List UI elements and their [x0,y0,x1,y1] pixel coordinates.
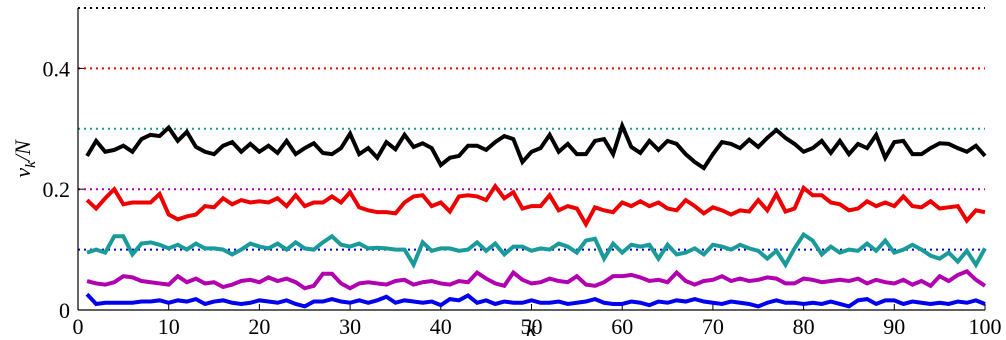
series-line [85,292,986,309]
series-line [86,231,987,270]
x-tick-label: 0 [73,314,84,339]
x-tick-label: 100 [969,314,1002,339]
y-label-base: v [10,168,35,178]
y-tick-label: 0.4 [43,56,71,81]
x-tick-label: 70 [702,314,724,339]
y-label-sub: k [23,161,39,168]
series-line [85,182,986,229]
series-line [85,120,987,171]
y-tick-label: 0 [59,298,70,323]
x-tick-label: 40 [430,314,452,339]
series-line [86,269,987,291]
x-axis-label: k [526,316,537,340]
x-tick-label: 50 [521,314,543,339]
x-tick-label: 80 [793,314,815,339]
y-axis-label: vk/N [10,139,39,178]
x-tick-label: 90 [883,314,905,339]
y-label-rest: /N [10,139,35,163]
x-tick-label: 60 [611,314,633,339]
x-tick-label: 10 [158,314,180,339]
x-tick-label: 30 [339,314,361,339]
x-tick-label: 20 [248,314,270,339]
y-tick-label: 0.2 [43,177,71,202]
